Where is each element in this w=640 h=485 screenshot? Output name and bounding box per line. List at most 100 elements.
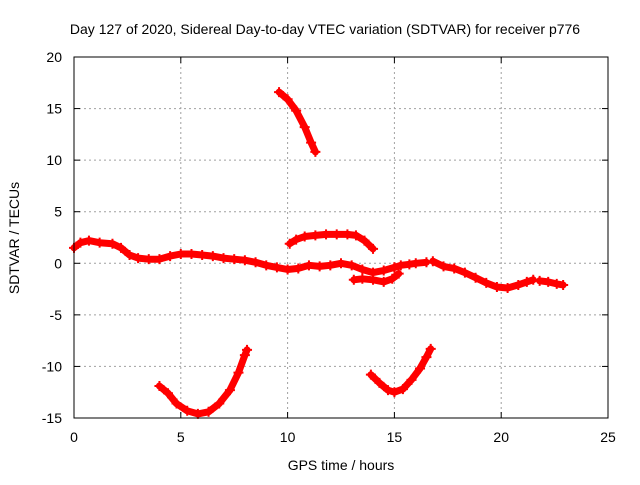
- data-point: [293, 263, 304, 274]
- x-tick-label: 10: [280, 429, 296, 445]
- series-band-17-23: [427, 256, 539, 294]
- chart-title: Day 127 of 2020, Sidereal Day-to-day VTE…: [70, 21, 580, 37]
- data-point: [218, 253, 229, 264]
- x-tick-label: 0: [70, 429, 78, 445]
- y-axis-label: SDTVAR / TECUs: [6, 182, 22, 294]
- data-point: [282, 94, 293, 105]
- series-main-band: [69, 235, 400, 278]
- series-upper-short-arc: [284, 229, 379, 254]
- data-layer: [69, 87, 569, 419]
- data-point: [421, 352, 432, 363]
- series-high-arc: [274, 87, 321, 157]
- data-point: [406, 374, 417, 385]
- data-point: [513, 279, 524, 290]
- y-tick-label: -10: [42, 358, 62, 374]
- x-tick-label: 5: [177, 429, 185, 445]
- data-point: [291, 234, 302, 245]
- data-point: [165, 251, 176, 262]
- data-point: [75, 237, 86, 248]
- data-point: [368, 274, 379, 285]
- data-point: [357, 273, 368, 284]
- data-point: [115, 242, 126, 253]
- series-low-arc-1: [154, 344, 253, 419]
- series-line: [286, 230, 377, 253]
- x-tick-label: 15: [387, 429, 403, 445]
- y-tick-label: 15: [46, 101, 62, 117]
- data-point: [133, 253, 144, 264]
- data-point: [395, 260, 406, 271]
- data-point: [299, 231, 310, 242]
- data-point: [481, 277, 492, 288]
- data-point: [387, 273, 398, 284]
- data-point: [502, 283, 513, 294]
- data-point: [374, 377, 385, 388]
- axis-ticks: 0 5 10 15 20 25 -15 -10 -5 0 5 10 15 20: [42, 49, 616, 445]
- data-point: [154, 381, 165, 392]
- data-point: [261, 260, 272, 271]
- data-point: [192, 408, 203, 419]
- y-tick-label: -15: [42, 410, 62, 426]
- data-point: [425, 343, 436, 354]
- data-point: [382, 385, 393, 396]
- data-point: [336, 258, 346, 269]
- data-point: [365, 369, 376, 380]
- data-point: [359, 235, 370, 246]
- data-point: [154, 254, 165, 265]
- data-point: [389, 387, 400, 398]
- data-point: [410, 258, 421, 269]
- data-point: [162, 388, 173, 399]
- data-point: [171, 398, 182, 409]
- data-point: [350, 230, 361, 241]
- data-point: [306, 137, 317, 148]
- data-point: [250, 257, 261, 268]
- y-tick-label: 0: [54, 255, 62, 271]
- data-point: [291, 105, 302, 116]
- data-point: [94, 237, 105, 248]
- data-point: [368, 243, 379, 254]
- data-point: [239, 350, 250, 361]
- data-point: [274, 87, 285, 98]
- plot-frame: [73, 56, 609, 419]
- data-point: [393, 268, 404, 279]
- data-point: [389, 262, 400, 273]
- series-band-15-17: [389, 257, 432, 273]
- data-point: [378, 276, 389, 287]
- data-point: [197, 250, 208, 261]
- data-point: [543, 276, 554, 287]
- data-point: [346, 260, 357, 271]
- data-point: [242, 344, 253, 355]
- data-point: [284, 238, 295, 249]
- data-point: [214, 398, 225, 409]
- data-point: [438, 261, 449, 272]
- data-point: [207, 251, 218, 262]
- data-point: [331, 229, 342, 240]
- x-tick-label: 25: [600, 429, 616, 445]
- data-point: [378, 265, 389, 276]
- data-point: [229, 254, 240, 265]
- data-point: [143, 254, 154, 265]
- data-point: [404, 259, 415, 270]
- data-point: [415, 363, 426, 374]
- data-point: [186, 249, 197, 260]
- data-point: [299, 122, 310, 133]
- data-point: [449, 263, 460, 274]
- data-point: [107, 238, 118, 249]
- data-point: [534, 275, 545, 286]
- data-point: [239, 255, 250, 266]
- data-point: [310, 230, 321, 241]
- series-low-arc-2: [365, 343, 436, 398]
- data-point: [427, 256, 438, 267]
- data-point: [321, 229, 332, 240]
- data-point: [314, 261, 325, 272]
- data-point: [310, 146, 321, 157]
- data-point: [491, 282, 502, 293]
- data-point: [521, 276, 532, 287]
- x-axis-label: GPS time / hours: [288, 457, 395, 473]
- data-point: [470, 272, 481, 283]
- y-tick-label: -5: [50, 307, 63, 323]
- data-point: [558, 279, 569, 290]
- data-point: [303, 260, 314, 271]
- y-tick-label: 10: [46, 152, 62, 168]
